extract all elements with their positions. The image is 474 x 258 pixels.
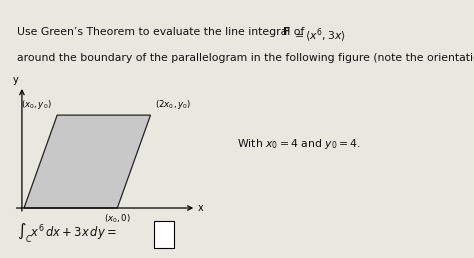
Text: $(2x_0,y_0)$: $(2x_0,y_0)$	[155, 98, 191, 111]
Text: $(x_0,y_0)$: $(x_0,y_0)$	[21, 98, 52, 111]
Text: $=\langle x^6,3x\rangle$: $=\langle x^6,3x\rangle$	[292, 27, 346, 45]
Text: ​F​: ​F​	[283, 27, 290, 37]
Text: Use Green’s Theorem to evaluate the line integral of: Use Green’s Theorem to evaluate the line…	[17, 27, 308, 37]
Bar	[154, 221, 174, 248]
Polygon shape	[24, 115, 151, 208]
Text: $\int_C x^6\,dx + 3x\,dy =$: $\int_C x^6\,dx + 3x\,dy =$	[17, 222, 116, 245]
Text: $(x_0, 0)$: $(x_0, 0)$	[104, 212, 131, 225]
Text: around the boundary of the parallelogram in the following figure (note the orien: around the boundary of the parallelogram…	[17, 53, 474, 63]
Text: x: x	[198, 203, 204, 213]
Text: With $x_0 = 4$ and $y_0 = 4.$: With $x_0 = 4$ and $y_0 = 4.$	[237, 138, 361, 151]
Text: y: y	[13, 75, 18, 85]
